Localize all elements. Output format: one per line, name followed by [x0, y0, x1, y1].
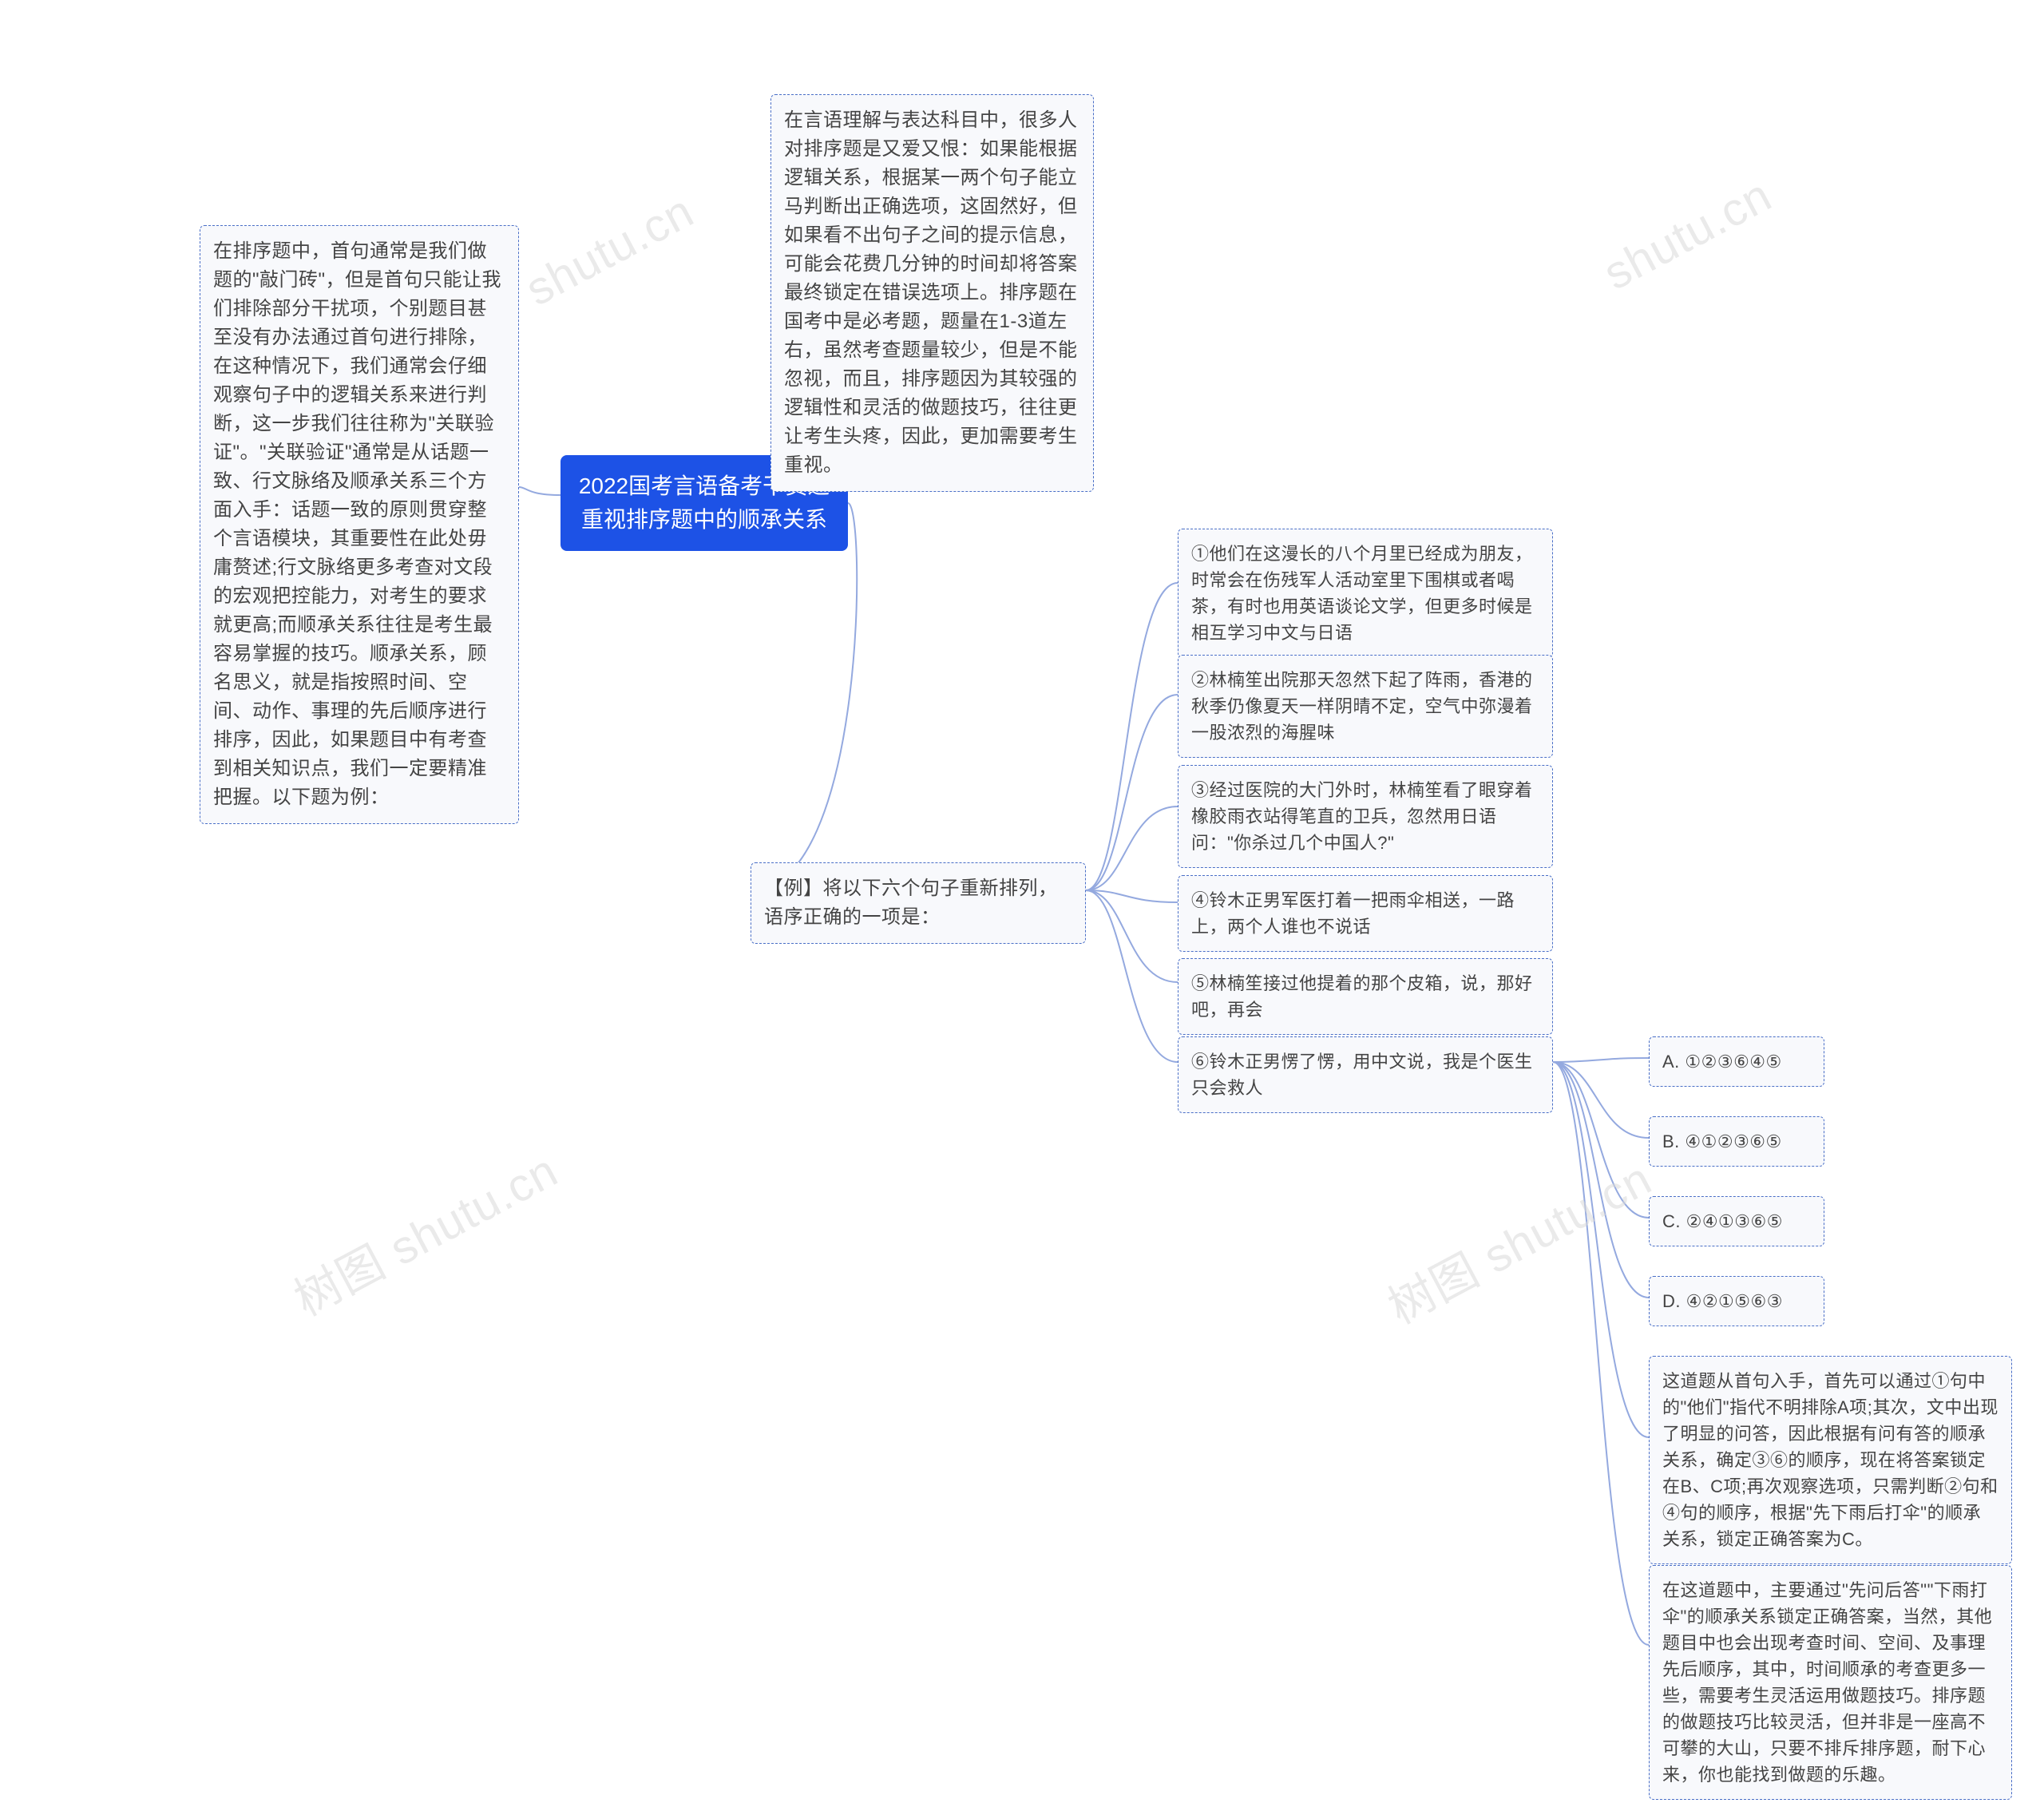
connector-14: [1553, 1062, 1649, 1645]
connector-12: [1553, 1062, 1649, 1298]
connector-13: [1553, 1062, 1649, 1437]
sentence-1-text: ①他们在这漫长的八个月里已经成为朋友，时常会在伤残军人活动室里下围棋或者喝茶，有…: [1191, 541, 1539, 646]
example-node: 【例】将以下六个句子重新排列，语序正确的一项是：: [751, 862, 1086, 944]
watermark-0: shutu.cn: [517, 184, 703, 317]
example-node-text: 【例】将以下六个句子重新排列，语序正确的一项是：: [764, 874, 1072, 932]
connector-9: [1553, 1058, 1649, 1062]
sentence-3-text: ③经过医院的大门外时，林楠笙看了眼穿着橡胶雨衣站得笔直的卫兵，忽然用日语问："你…: [1191, 777, 1539, 856]
connector-4: [1086, 695, 1178, 890]
option-D: D. ④②①⑤⑥③: [1649, 1276, 1824, 1326]
option-B-text: B. ④①②③⑥⑤: [1662, 1128, 1811, 1155]
sentence-4: ④铃木正男军医打着一把雨伞相送，一路上，两个人谁也不说话: [1178, 875, 1553, 952]
analysis-2-text: 在这道题中，主要通过"先问后答""下雨打伞"的顺承关系锁定正确答案，当然，其他题…: [1662, 1577, 1998, 1788]
option-A: A. ①②③⑥④⑤: [1649, 1036, 1824, 1087]
option-B: B. ④①②③⑥⑤: [1649, 1116, 1824, 1167]
connector-0: [519, 487, 561, 495]
sentence-1: ①他们在这漫长的八个月里已经成为朋友，时常会在伤残军人活动室里下围棋或者喝茶，有…: [1178, 529, 1553, 658]
option-C-text: C. ②④①③⑥⑤: [1662, 1208, 1811, 1234]
connector-6: [1086, 890, 1178, 902]
watermark-3: shutu.cn: [1595, 168, 1781, 301]
left-node: 在排序题中，首句通常是我们做题的"敲门砖"，但是首句只能让我们排除部分干扰项，个…: [200, 225, 519, 824]
analysis-2: 在这道题中，主要通过"先问后答""下雨打伞"的顺承关系锁定正确答案，当然，其他题…: [1649, 1565, 2012, 1800]
option-A-text: A. ①②③⑥④⑤: [1662, 1048, 1811, 1075]
watermark-1: 树图 shutu.cn: [280, 1134, 567, 1329]
analysis-1: 这道题从首句入手，首先可以通过①句中的"他们"指代不明排除A项;其次，文中出现了…: [1649, 1356, 2012, 1564]
sentence-5: ⑤林楠笙接过他提着的那个皮箱，说，那好吧，再会: [1178, 958, 1553, 1035]
sentence-2-text: ②林楠笙出院那天忽然下起了阵雨，香港的秋季仍像夏天一样阴晴不定，空气中弥漫着一股…: [1191, 667, 1539, 746]
sentence-2: ②林楠笙出院那天忽然下起了阵雨，香港的秋季仍像夏天一样阴晴不定，空气中弥漫着一股…: [1178, 655, 1553, 758]
connector-7: [1086, 890, 1178, 982]
intro-node: 在言语理解与表达科目中，很多人对排序题是又爱又恨：如果能根据逻辑关系，根据某一两…: [770, 94, 1094, 492]
sentence-4-text: ④铃木正男军医打着一把雨伞相送，一路上，两个人谁也不说话: [1191, 887, 1539, 940]
connector-8: [1086, 890, 1178, 1062]
root-title-2: 重视排序题中的顺承关系: [578, 503, 830, 537]
analysis-1-text: 这道题从首句入手，首先可以通过①句中的"他们"指代不明排除A项;其次，文中出现了…: [1662, 1368, 1998, 1552]
sentence-3: ③经过医院的大门外时，林楠笙看了眼穿着橡胶雨衣站得笔直的卫兵，忽然用日语问："你…: [1178, 765, 1553, 868]
connector-10: [1553, 1062, 1649, 1138]
connector-5: [1086, 806, 1178, 890]
sentence-6-text: ⑥铃木正男愣了愣，用中文说，我是个医生只会救人: [1191, 1048, 1539, 1101]
connector-2: [751, 503, 857, 890]
connector-3: [1086, 583, 1178, 890]
watermark-2: 树图 shutu.cn: [1374, 1142, 1661, 1337]
intro-node-text: 在言语理解与表达科目中，很多人对排序题是又爱又恨：如果能根据逻辑关系，根据某一两…: [784, 106, 1080, 480]
sentence-6: ⑥铃木正男愣了愣，用中文说，我是个医生只会救人: [1178, 1036, 1553, 1113]
sentence-5-text: ⑤林楠笙接过他提着的那个皮箱，说，那好吧，再会: [1191, 970, 1539, 1023]
option-D-text: D. ④②①⑤⑥③: [1662, 1288, 1811, 1314]
left-node-text: 在排序题中，首句通常是我们做题的"敲门砖"，但是首句只能让我们排除部分干扰项，个…: [213, 237, 505, 812]
option-C: C. ②④①③⑥⑤: [1649, 1196, 1824, 1246]
connector-11: [1553, 1062, 1649, 1218]
